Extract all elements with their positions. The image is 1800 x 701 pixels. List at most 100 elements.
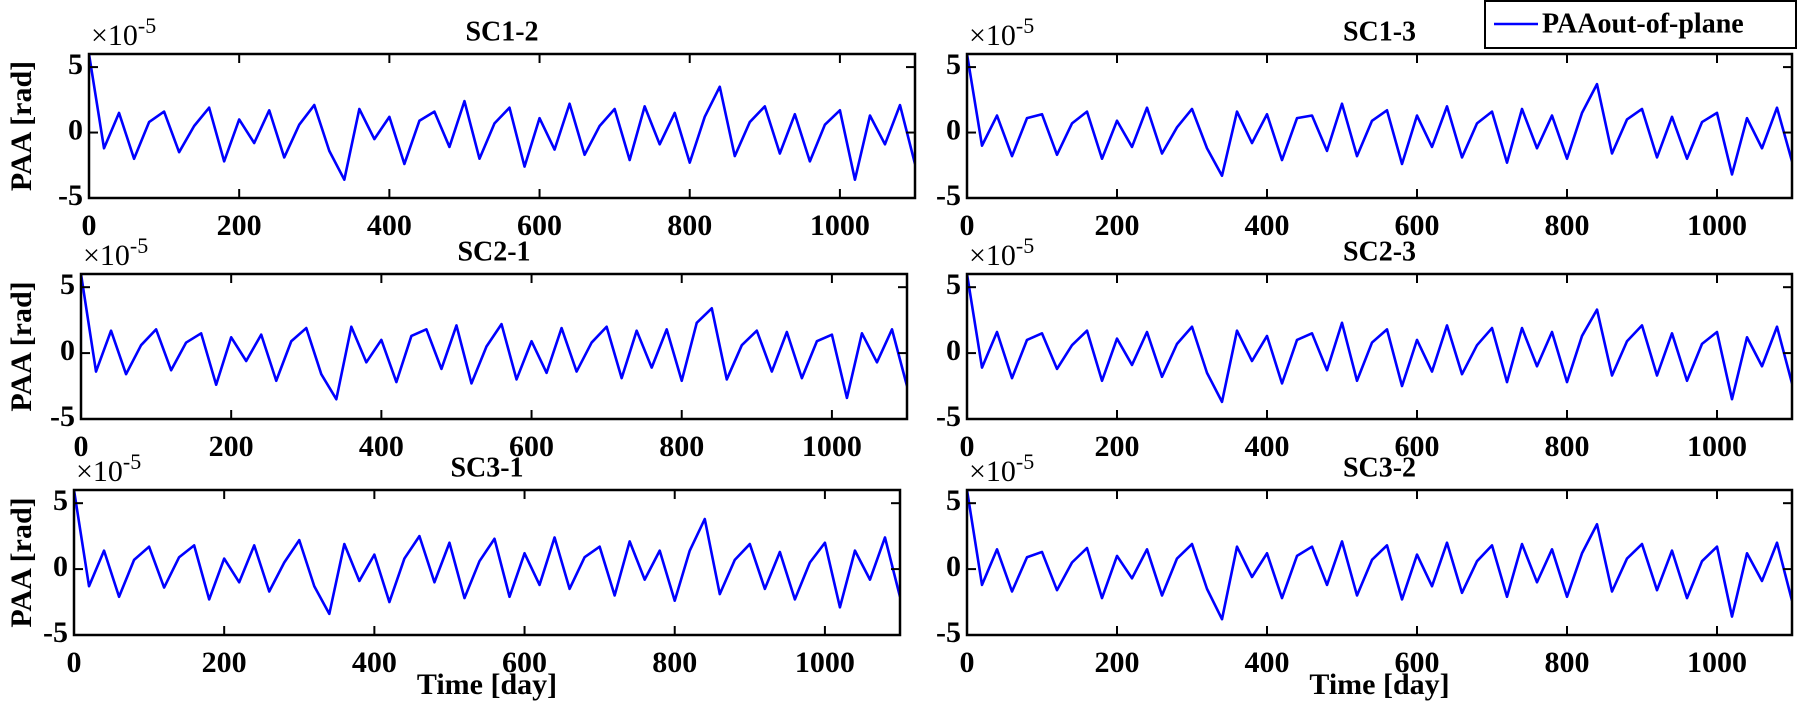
data-line — [74, 490, 900, 616]
axis-multiplier: ×10-5 — [91, 13, 156, 52]
y-tick-label: 5 — [946, 48, 961, 81]
axis-multiplier: ×10-5 — [969, 233, 1034, 272]
multiplier-base: ×10 — [83, 239, 130, 272]
x-tick-label: 400 — [352, 646, 397, 679]
axis-multiplier: ×10-5 — [969, 13, 1034, 52]
y-tick-label: 5 — [946, 268, 961, 301]
x-tick-label: 200 — [1095, 209, 1140, 242]
x-tick-label: 0 — [74, 430, 89, 463]
x-tick-label: 400 — [367, 209, 412, 242]
y-tick-label: -5 — [936, 616, 961, 649]
y-tick-label: 0 — [53, 550, 68, 583]
multiplier-base: ×10 — [969, 19, 1016, 52]
multiplier-exponent: -5 — [1016, 233, 1034, 258]
x-tick-label: 200 — [202, 646, 247, 679]
y-axis-label: PAA [rad] — [5, 281, 38, 411]
x-tick-label: 800 — [659, 430, 704, 463]
y-tick-label: -5 — [58, 179, 83, 212]
x-tick-label: 400 — [1245, 430, 1290, 463]
y-tick-label: 0 — [60, 334, 75, 367]
multiplier-exponent: -5 — [1016, 13, 1034, 38]
x-tick-label: 0 — [82, 209, 97, 242]
x-tick-label: 0 — [960, 646, 975, 679]
legend-label: PAAout-of-plane — [1542, 8, 1744, 39]
x-tick-label: 200 — [209, 430, 254, 463]
y-tick-label: -5 — [936, 179, 961, 212]
x-tick-label: 600 — [1395, 646, 1440, 679]
x-axis-label: Time [day] — [417, 668, 557, 701]
x-tick-label: 1000 — [795, 646, 855, 679]
y-tick-label: -5 — [50, 400, 75, 433]
subplot-title: SC2-1 — [457, 236, 530, 267]
x-axis-label: Time [day] — [1309, 668, 1449, 701]
y-tick-label: 5 — [946, 484, 961, 517]
data-line — [89, 54, 915, 181]
y-tick-label: 5 — [60, 268, 75, 301]
axis-multiplier: ×10-5 — [76, 449, 141, 488]
axes-box — [72, 488, 902, 637]
subplot: 0 200 400 600 800 1000-505×10-5 SC2-3 — [936, 233, 1794, 463]
x-tick-label: 1000 — [1687, 209, 1747, 242]
x-tick-label: 800 — [1545, 646, 1590, 679]
y-tick-label: -5 — [43, 616, 68, 649]
x-tick-label: 600 — [517, 209, 562, 242]
x-tick-label: 800 — [1545, 209, 1590, 242]
subplot-title: SC1-3 — [1343, 16, 1416, 47]
axes-box — [87, 52, 917, 200]
legend: PAAout-of-plane — [1484, 0, 1797, 49]
x-tick-label: 800 — [652, 646, 697, 679]
x-tick-label: 1000 — [1687, 430, 1747, 463]
data-line — [967, 490, 1792, 621]
subplot-title: SC3-2 — [1343, 452, 1416, 483]
x-tick-label: 600 — [509, 430, 554, 463]
y-tick-label: 0 — [68, 113, 83, 146]
multiplier-exponent: -5 — [123, 449, 141, 474]
axis-multiplier: ×10-5 — [969, 449, 1034, 488]
y-tick-label: -5 — [936, 400, 961, 433]
axes-box — [79, 272, 909, 421]
axis-multiplier: ×10-5 — [83, 233, 148, 272]
multiplier-base: ×10 — [76, 455, 123, 488]
axes-box — [965, 488, 1794, 637]
multiplier-base: ×10 — [969, 455, 1016, 488]
multiplier-base: ×10 — [91, 19, 138, 52]
x-tick-label: 0 — [67, 646, 82, 679]
y-tick-label: 0 — [946, 334, 961, 367]
x-tick-label: 600 — [1395, 209, 1440, 242]
y-tick-label: 0 — [946, 113, 961, 146]
subplot-title: SC1-2 — [465, 16, 538, 47]
x-tick-label: 400 — [1245, 209, 1290, 242]
axes-box — [965, 52, 1794, 200]
y-axis-label: PAA [rad] — [5, 497, 38, 627]
y-tick-label: 5 — [53, 484, 68, 517]
x-tick-label: 1000 — [1687, 646, 1747, 679]
x-tick-label: 400 — [359, 430, 404, 463]
multiplier-exponent: -5 — [130, 233, 148, 258]
x-tick-label: 800 — [1545, 430, 1590, 463]
x-tick-label: 200 — [1095, 646, 1140, 679]
multiplier-base: ×10 — [969, 239, 1016, 272]
y-tick-label: 5 — [68, 48, 83, 81]
axes-box — [965, 272, 1794, 421]
x-tick-label: 400 — [1245, 646, 1290, 679]
multiplier-exponent: -5 — [138, 13, 156, 38]
subplot-title: SC2-3 — [1343, 236, 1416, 267]
x-tick-label: 600 — [502, 646, 547, 679]
x-tick-label: 200 — [1095, 430, 1140, 463]
multiplier-exponent: -5 — [1016, 449, 1034, 474]
subplot: 0 200 400 600 800 1000-505×10-5 SC1-3 — [936, 13, 1794, 242]
x-tick-label: 0 — [960, 209, 975, 242]
y-axis-label: PAA [rad] — [5, 61, 38, 191]
x-tick-label: 800 — [667, 209, 712, 242]
x-tick-label: 0 — [960, 430, 975, 463]
x-tick-label: 600 — [1395, 430, 1440, 463]
data-line — [967, 274, 1792, 404]
data-line — [967, 54, 1792, 178]
data-line — [81, 274, 907, 401]
x-tick-label: 200 — [217, 209, 262, 242]
